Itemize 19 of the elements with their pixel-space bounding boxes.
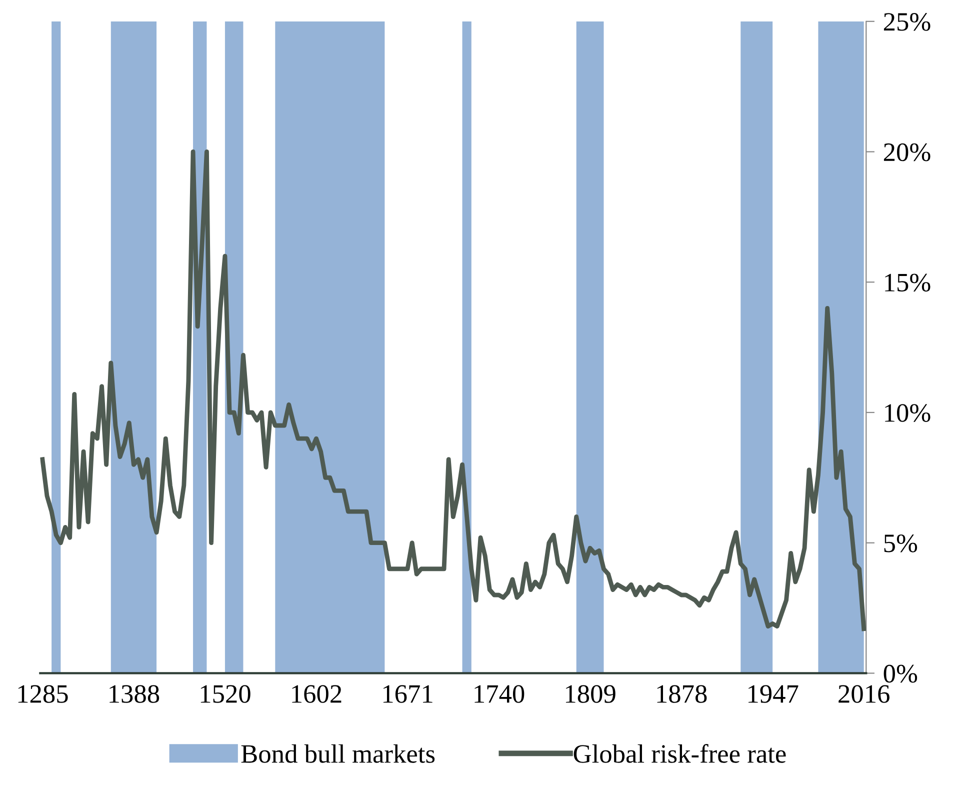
x-tick-label: 1388 (110, 685, 160, 703)
x-tick-label: 1740 (474, 685, 524, 703)
y-tick-label: 10% (885, 404, 930, 422)
x-tick-label: 1520 (200, 685, 250, 703)
y-tick-label: 15% (885, 274, 930, 292)
x-tick-label: 2016 (838, 685, 890, 703)
x-tick-label: 1809 (566, 685, 616, 703)
y-tick-label: 0% (884, 664, 918, 683)
x-tick-label: 1285 (18, 685, 68, 703)
x-tick-label: 1947 (748, 685, 798, 703)
x-tick-label: 1602 (292, 685, 342, 703)
y-tick-label: 5% (884, 534, 918, 552)
y-tick-label: 25% (884, 12, 930, 31)
legend-label: Global risk-free rate (574, 744, 786, 763)
line-series (40, 150, 866, 632)
y-tick-label: 20% (884, 143, 930, 162)
legend-label: Bond bull markets (241, 744, 435, 763)
x-tick-label: 1671 (383, 685, 432, 703)
x-tick-label: 1878 (657, 685, 707, 703)
